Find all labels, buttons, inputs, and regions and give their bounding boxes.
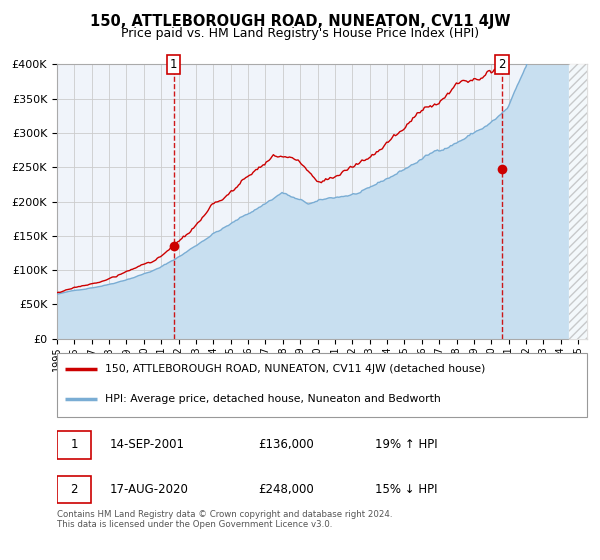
Text: 17-AUG-2020: 17-AUG-2020 [110, 483, 189, 496]
Text: Price paid vs. HM Land Registry's House Price Index (HPI): Price paid vs. HM Land Registry's House … [121, 27, 479, 40]
Text: £248,000: £248,000 [259, 483, 314, 496]
FancyBboxPatch shape [57, 431, 91, 459]
Text: 150, ATTLEBOROUGH ROAD, NUNEATON, CV11 4JW (detached house): 150, ATTLEBOROUGH ROAD, NUNEATON, CV11 4… [104, 364, 485, 374]
Text: HPI: Average price, detached house, Nuneaton and Bedworth: HPI: Average price, detached house, Nune… [104, 394, 440, 404]
FancyBboxPatch shape [57, 475, 91, 503]
Text: Contains HM Land Registry data © Crown copyright and database right 2024.
This d: Contains HM Land Registry data © Crown c… [57, 510, 392, 529]
Text: 15% ↓ HPI: 15% ↓ HPI [375, 483, 437, 496]
Text: 1: 1 [170, 58, 178, 71]
Text: £136,000: £136,000 [259, 438, 314, 451]
Text: 19% ↑ HPI: 19% ↑ HPI [375, 438, 437, 451]
FancyBboxPatch shape [57, 353, 587, 417]
Bar [569, 64, 587, 339]
Text: 2: 2 [70, 483, 78, 496]
Text: 150, ATTLEBOROUGH ROAD, NUNEATON, CV11 4JW: 150, ATTLEBOROUGH ROAD, NUNEATON, CV11 4… [90, 14, 510, 29]
Text: 1: 1 [70, 438, 78, 451]
Bar [569, 64, 587, 339]
Text: 14-SEP-2001: 14-SEP-2001 [110, 438, 185, 451]
Text: 2: 2 [498, 58, 506, 71]
